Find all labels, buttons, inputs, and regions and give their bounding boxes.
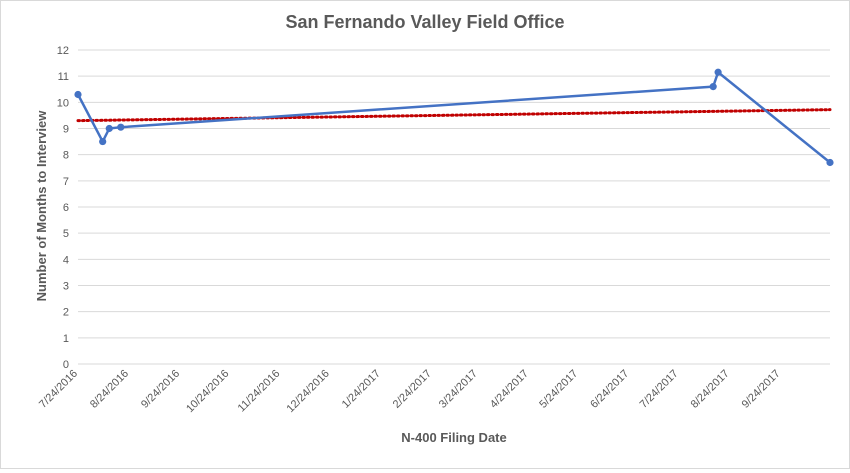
y-tick-label: 8 [63, 150, 69, 162]
series-layer [74, 68, 834, 167]
data-point [709, 83, 717, 91]
trendline-layer [76, 108, 832, 123]
x-tick-label: 2/24/2017 [391, 368, 434, 411]
x-tick-label: 6/24/2017 [588, 368, 631, 411]
x-tick-label: 8/24/2017 [689, 368, 732, 411]
data-point [105, 124, 113, 133]
chart-title: San Fernando Valley Field Office [285, 12, 564, 32]
y-axis-title: Number of Months to Interview [34, 110, 49, 302]
x-axis-ticks: 7/24/2016 8/24/2016 9/24/2016 10/24/2016 11/… [37, 368, 783, 415]
x-tick-label: 8/24/2016 [88, 368, 131, 411]
x-tick-label: 10/24/2016 [184, 368, 231, 415]
data-point [117, 123, 125, 131]
data-point [714, 68, 722, 76]
x-tick-label: 12/24/2016 [284, 368, 331, 415]
x-tick-label: 3/24/2017 [437, 368, 480, 411]
x-axis-title: N-400 Filing Date [401, 430, 506, 445]
x-tick-label: 4/24/2017 [488, 368, 531, 411]
x-tick-label: 9/24/2017 [740, 368, 783, 411]
x-tick-label: 5/24/2017 [537, 368, 580, 411]
x-tick-label: 11/24/2016 [236, 368, 283, 415]
x-tick-label: 9/24/2016 [139, 368, 182, 411]
y-tick-label: 10 [57, 97, 69, 109]
x-tick-label: 1/24/2017 [340, 368, 383, 411]
y-tick-label: 7 [63, 176, 69, 188]
y-tick-label: 11 [58, 71, 69, 83]
gridlines [78, 49, 830, 365]
x-tick-label: 7/24/2016 [37, 368, 80, 411]
x-tick-label: 7/24/2017 [638, 368, 681, 411]
y-tick-label: 6 [63, 202, 69, 214]
data-point [74, 90, 82, 99]
y-tick-label: 12 [57, 45, 69, 57]
data-point [826, 158, 834, 167]
y-tick-label: 3 [63, 281, 69, 293]
y-tick-label: 0 [63, 359, 69, 371]
y-tick-label: 1 [63, 333, 69, 345]
y-tick-label: 5 [63, 228, 69, 240]
trendline [76, 108, 832, 123]
data-point [99, 137, 107, 146]
y-tick-label: 9 [63, 124, 69, 136]
series-line [76, 70, 831, 164]
y-tick-label: 4 [63, 254, 69, 266]
y-tick-label: 2 [63, 307, 69, 319]
